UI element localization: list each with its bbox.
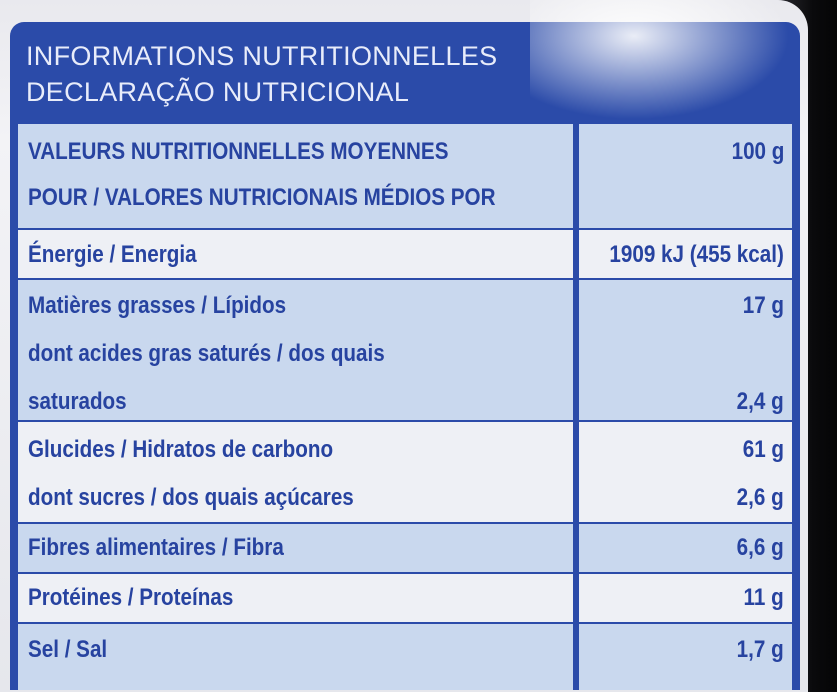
- table-row-group-carbs: Glucides / Hidratos de carbono 61 g dont…: [18, 422, 792, 522]
- row-value: 61 g: [742, 436, 784, 463]
- row-label: Énergie / Energia: [28, 241, 197, 268]
- row-value: 1909 kJ (455 kcal): [609, 241, 784, 268]
- row-label: dont sucres / dos quais açúcares: [28, 484, 354, 511]
- header-title-pt: DECLARAÇÃO NUTRICIONAL: [26, 77, 410, 107]
- row-value: 17 g: [742, 292, 784, 319]
- row-label: Glucides / Hidratos de carbono: [28, 436, 334, 463]
- row-label: saturados: [28, 388, 127, 415]
- column-divider: [573, 124, 579, 690]
- table-row: Énergie / Energia 1909 kJ (455 kcal): [18, 230, 792, 278]
- table-header-value: 100 g: [731, 138, 784, 165]
- row-value: 1,7 g: [736, 636, 784, 663]
- row-label: Fibres alimentaires / Fibra: [28, 534, 284, 561]
- row-label: dont acides gras saturés / dos quais: [28, 340, 385, 367]
- nutrition-label: INFORMATIONS NUTRITIONNELLES DECLARAÇÃO …: [0, 0, 808, 692]
- row-divider: [18, 522, 792, 524]
- row-divider: [18, 278, 792, 280]
- row-value: 11 g: [743, 584, 784, 611]
- table-row-group-fat: Matières grasses / Lípidos 17 g dont aci…: [18, 280, 792, 420]
- nutrition-header: INFORMATIONS NUTRITIONNELLES DECLARAÇÃO …: [10, 22, 800, 124]
- table-row: Protéines / Proteínas 11 g: [18, 574, 792, 622]
- row-value: 2,6 g: [736, 484, 784, 511]
- nutrition-table: VALEURS NUTRITIONNELLES MOYENNES POUR / …: [10, 124, 800, 690]
- table-row: Fibres alimentaires / Fibra 6,6 g: [18, 524, 792, 572]
- row-divider: [18, 622, 792, 624]
- table-header-label-1: VALEURS NUTRITIONNELLES MOYENNES: [28, 138, 449, 165]
- row-label: Sel / Sal: [28, 636, 108, 663]
- table-row: Sel / Sal 1,7 g: [18, 624, 792, 690]
- row-value: 2,4 g: [736, 388, 784, 415]
- row-label: Matières grasses / Lípidos: [28, 292, 287, 319]
- row-value: 6,6 g: [736, 534, 784, 561]
- header-title-fr: INFORMATIONS NUTRITIONNELLES: [26, 41, 498, 71]
- row-label: Protéines / Proteínas: [28, 584, 234, 611]
- row-divider: [18, 420, 792, 422]
- row-divider: [18, 228, 792, 230]
- table-header-row: VALEURS NUTRITIONNELLES MOYENNES POUR / …: [18, 124, 792, 228]
- row-divider: [18, 572, 792, 574]
- table-header-label-2: POUR / VALORES NUTRICIONAIS MÉDIOS POR: [28, 184, 496, 211]
